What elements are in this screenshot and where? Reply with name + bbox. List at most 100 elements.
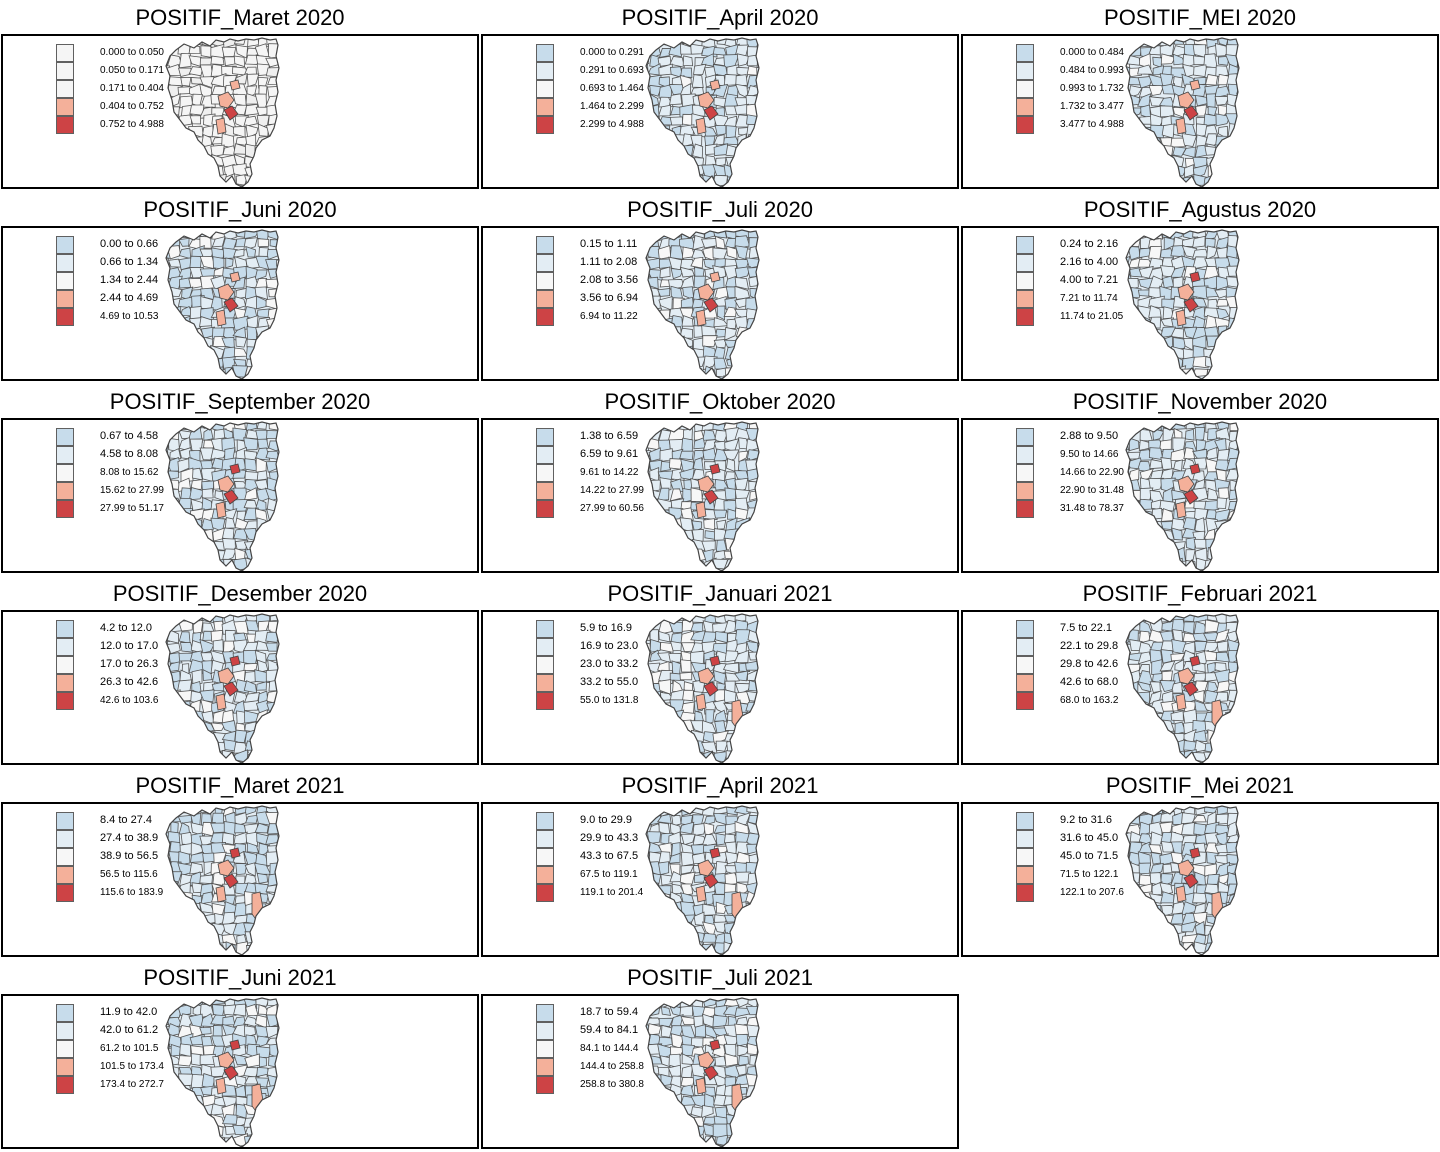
district-cell — [646, 518, 650, 533]
district-cell — [734, 1124, 749, 1135]
district-cell — [1240, 420, 1252, 431]
district-cell — [1138, 759, 1153, 763]
legend-label: 9.2 to 31.6 — [1060, 814, 1112, 826]
district-cell — [757, 1116, 759, 1129]
district-cell — [757, 230, 759, 241]
legend-entry: 61.2 to 101.5 — [56, 1040, 206, 1058]
legend-entry: 67.5 to 119.1 — [536, 866, 686, 884]
district-cell — [166, 154, 171, 169]
district-cell — [691, 520, 703, 533]
district-cell — [278, 569, 279, 571]
district-map — [1125, 229, 1250, 379]
district-cell — [1236, 153, 1239, 169]
district-cell — [257, 1113, 269, 1126]
district-cell — [1149, 941, 1164, 954]
legend-swatch — [56, 1058, 74, 1076]
district-cell — [724, 487, 737, 501]
hotspot-district — [709, 463, 721, 475]
district-cell — [276, 814, 279, 826]
district-cell — [1140, 166, 1154, 175]
district-cell — [276, 942, 279, 955]
district-cell — [1171, 761, 1184, 763]
district-cell — [1137, 336, 1154, 349]
map-panel: 2.88 to 9.50 9.50 to 14.66 14.66 to 22.90 2… — [961, 418, 1439, 573]
district-cell — [255, 568, 271, 571]
district-cell — [276, 517, 279, 533]
district-cell — [744, 924, 759, 934]
district-cell — [1170, 185, 1185, 187]
district-cell — [166, 924, 172, 937]
district-cell — [757, 63, 759, 79]
panel-title: POSITIF_April 2021 — [621, 773, 819, 798]
district-cell — [660, 873, 673, 886]
district-cell — [189, 741, 202, 754]
district-cell — [255, 722, 269, 736]
district-cell — [232, 376, 248, 379]
legend-label: 4.00 to 7.21 — [1060, 274, 1119, 286]
district-cell — [1240, 287, 1250, 300]
hotspot-district — [1177, 91, 1195, 109]
province-outline — [645, 613, 760, 763]
district-cell — [747, 943, 758, 955]
legend-label: 31.6 to 45.0 — [1060, 832, 1119, 844]
district-cell — [276, 661, 279, 673]
district-cell — [190, 479, 203, 490]
district-cell — [679, 759, 695, 763]
district-cell — [760, 1085, 770, 1097]
district-cell — [243, 487, 258, 501]
district-cell — [691, 568, 706, 571]
legend-label: 144.4 to 258.8 — [580, 1061, 644, 1072]
district-cell — [703, 518, 716, 531]
district-cell — [1204, 863, 1217, 877]
district-cell — [1216, 356, 1231, 368]
district-cell — [736, 536, 750, 553]
district-cell — [1126, 134, 1131, 149]
district-cell — [1185, 428, 1195, 441]
district-cell — [1237, 806, 1239, 817]
district-cell — [280, 1066, 292, 1077]
legend-swatch — [56, 812, 74, 830]
district-cell — [242, 953, 259, 955]
district-cell — [1236, 895, 1239, 907]
legend-entry: 6.59 to 9.61 — [536, 446, 686, 464]
district-cell — [189, 115, 201, 125]
hotspot-district — [1177, 859, 1195, 877]
legend-swatch — [536, 1076, 554, 1094]
legend-label: 7.5 to 22.1 — [1060, 622, 1112, 634]
district-cell — [179, 711, 192, 723]
legend-entry: 0.24 to 2.16 — [1016, 236, 1166, 254]
district-cell — [669, 932, 684, 945]
district-cell — [256, 751, 269, 762]
district-cell — [738, 731, 752, 745]
district-cell — [1214, 558, 1231, 571]
district-cell — [1236, 74, 1239, 86]
district-cell — [1138, 144, 1151, 158]
district-cell — [169, 448, 182, 460]
hotspot-district — [1189, 847, 1201, 859]
province-outline — [645, 805, 760, 955]
district-cell — [758, 86, 759, 99]
legend-label: 0.693 to 1.464 — [580, 83, 644, 94]
district-cell — [1241, 710, 1250, 721]
district-cell — [267, 268, 279, 279]
district-cell — [276, 97, 279, 108]
district-cell — [1227, 147, 1239, 157]
legend-entry: 14.22 to 27.99 — [536, 482, 686, 500]
province-outline — [165, 997, 280, 1147]
district-cell — [191, 136, 205, 147]
legend-swatch — [536, 80, 554, 98]
legend-swatch — [1016, 656, 1034, 674]
district-cell — [747, 569, 759, 571]
legend-label: 9.0 to 29.9 — [580, 814, 632, 826]
district-cell — [657, 375, 673, 379]
district-cell — [1126, 824, 1130, 837]
legend-entry: 84.1 to 144.4 — [536, 1040, 686, 1058]
district-cell — [1173, 459, 1183, 472]
district-cell — [212, 568, 225, 571]
legend-label: 1.38 to 6.59 — [580, 430, 639, 442]
district-cell — [724, 1053, 738, 1067]
district-cell — [714, 720, 727, 734]
district-cell — [201, 1143, 215, 1147]
district-map — [645, 421, 760, 571]
hotspot-district — [217, 1051, 235, 1069]
